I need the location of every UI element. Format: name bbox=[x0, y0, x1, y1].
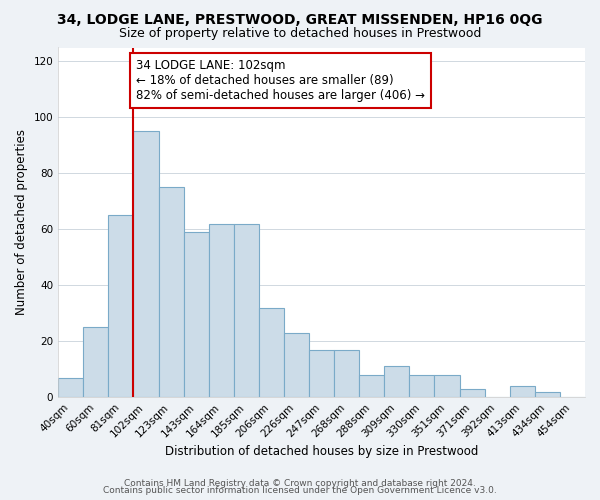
Bar bbox=[133, 132, 158, 397]
Bar bbox=[58, 378, 83, 397]
Text: Size of property relative to detached houses in Prestwood: Size of property relative to detached ho… bbox=[119, 28, 481, 40]
Bar bbox=[284, 333, 309, 397]
Bar bbox=[409, 375, 434, 397]
Bar bbox=[385, 366, 409, 397]
Bar bbox=[510, 386, 535, 397]
Bar bbox=[234, 224, 259, 397]
Bar bbox=[109, 216, 133, 397]
Bar bbox=[334, 350, 359, 397]
Bar bbox=[460, 389, 485, 397]
Bar bbox=[158, 188, 184, 397]
Bar bbox=[259, 308, 284, 397]
Bar bbox=[209, 224, 234, 397]
Bar bbox=[359, 375, 385, 397]
Bar bbox=[184, 232, 209, 397]
X-axis label: Distribution of detached houses by size in Prestwood: Distribution of detached houses by size … bbox=[165, 444, 478, 458]
Text: 34, LODGE LANE, PRESTWOOD, GREAT MISSENDEN, HP16 0QG: 34, LODGE LANE, PRESTWOOD, GREAT MISSEND… bbox=[57, 12, 543, 26]
Text: Contains HM Land Registry data © Crown copyright and database right 2024.: Contains HM Land Registry data © Crown c… bbox=[124, 478, 476, 488]
Text: 34 LODGE LANE: 102sqm
← 18% of detached houses are smaller (89)
82% of semi-deta: 34 LODGE LANE: 102sqm ← 18% of detached … bbox=[136, 58, 425, 102]
Y-axis label: Number of detached properties: Number of detached properties bbox=[15, 130, 28, 316]
Bar bbox=[434, 375, 460, 397]
Text: Contains public sector information licensed under the Open Government Licence v3: Contains public sector information licen… bbox=[103, 486, 497, 495]
Bar bbox=[83, 328, 109, 397]
Bar bbox=[535, 392, 560, 397]
Bar bbox=[309, 350, 334, 397]
